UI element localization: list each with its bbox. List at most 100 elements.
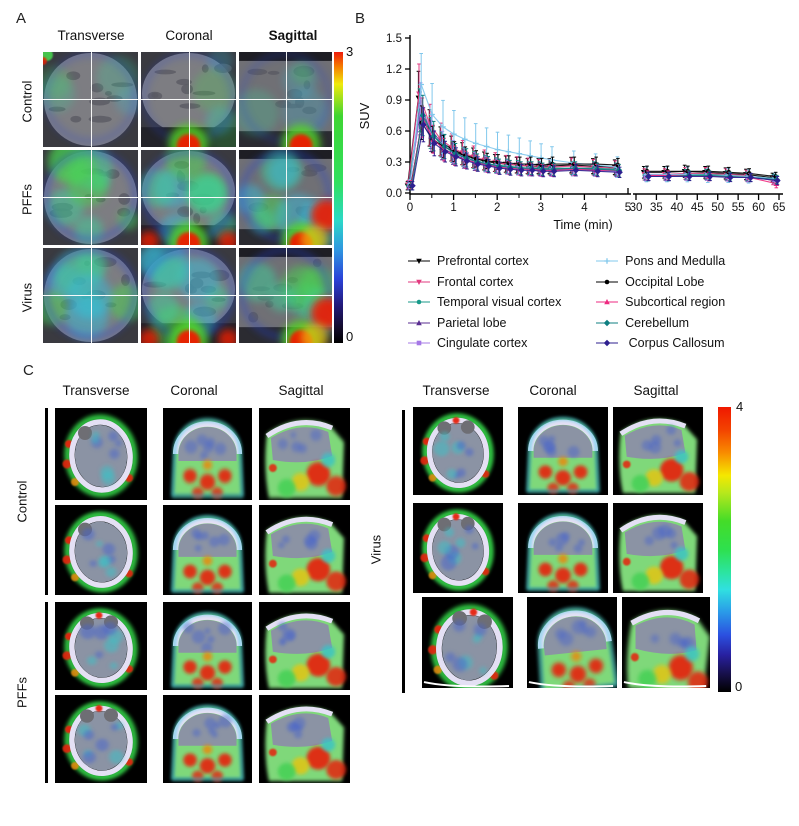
svg-text:0.9: 0.9 [386, 95, 402, 107]
pet-ct-virus1-transverse [413, 407, 503, 495]
pet-mri-pffs-sagittal [239, 150, 332, 245]
legend-item: Temporal visual cortex [407, 292, 595, 313]
pet-mri-pffs-coronal [141, 150, 236, 245]
panel-a-row-pffs: PFFs [19, 183, 35, 216]
legend-item: Parietal lobe [407, 313, 595, 334]
pffs-group-bracket [45, 602, 48, 783]
pet-ct-virus2-coronal [518, 503, 608, 593]
legend-label: Prefrontal cortex [437, 254, 529, 269]
pet-mri-pffs-transverse [43, 150, 138, 245]
legend-item: Cingulate cortex [407, 333, 595, 354]
svg-text:40: 40 [670, 202, 683, 214]
pet-ct-virus2-transverse [413, 503, 503, 593]
svg-text:1: 1 [450, 202, 456, 214]
pet-mri-virus-coronal [141, 248, 236, 343]
panel-c-colorbar-min: 0 [735, 679, 743, 694]
legend-marker-icon [408, 319, 430, 326]
panel-a-colorbar [334, 52, 343, 343]
pet-ct-pffs2-transverse [55, 695, 147, 783]
legend-label: Parietal lobe [437, 315, 507, 330]
panel-a-row-virus: Virus [19, 282, 35, 313]
legend-marker-icon [596, 299, 619, 305]
pet-ct-virus1-sagittal [613, 407, 703, 495]
legend-marker-icon [408, 340, 430, 346]
legend-item: Subcortical region [595, 292, 799, 313]
pet-ct-pffs2-sagittal [259, 695, 350, 783]
panel-c-left-header-transverse: Transverse [62, 383, 130, 398]
svg-text:4: 4 [581, 202, 588, 214]
panel-a-colorbar-min: 0 [346, 329, 354, 344]
pet-ct-control2-transverse [55, 505, 147, 595]
svg-text:Time (min): Time (min) [553, 218, 612, 232]
legend-item: Cerebellum [595, 313, 799, 334]
legend-label: Cerebellum [625, 315, 690, 330]
legend-marker-icon [596, 258, 619, 265]
legend-item: Frontal cortex [407, 272, 595, 293]
svg-text:0.3: 0.3 [386, 157, 402, 169]
panel-b-label: B [355, 10, 366, 27]
pet-ct-pffs1-sagittal [259, 602, 350, 690]
panel-c-group-pffs: PFFs [14, 676, 30, 709]
pet-ct-control2-sagittal [259, 505, 350, 595]
svg-text:1.2: 1.2 [386, 64, 402, 76]
chart-legend: Prefrontal cortex Frontal cortex Temporal … [407, 251, 799, 354]
pet-mri-control-transverse [43, 52, 138, 147]
svg-text:0: 0 [407, 202, 413, 214]
panel-a-colorbar-max: 3 [346, 44, 354, 59]
legend-marker-icon [408, 299, 430, 305]
legend-marker-icon [408, 258, 430, 265]
legend-marker-icon [596, 319, 619, 327]
svg-text:0.6: 0.6 [386, 126, 402, 138]
legend-item: Occipital Lobe [595, 272, 799, 293]
legend-label: Cingulate cortex [437, 336, 528, 351]
panel-c-right-header-coronal: Coronal [529, 383, 577, 398]
pet-ct-pffs2-coronal [163, 695, 252, 783]
svg-text:60: 60 [752, 202, 765, 214]
panel-a-header-sagittal: Sagittal [268, 28, 318, 43]
svg-text:SUV: SUV [357, 102, 372, 129]
legend-label: Pons and Medulla [625, 254, 726, 269]
svg-text:1.5: 1.5 [386, 33, 402, 45]
pet-ct-control2-coronal [163, 505, 252, 595]
svg-text:30: 30 [630, 202, 643, 214]
panel-c-colorbar [718, 407, 731, 692]
control-group-bracket [45, 408, 48, 595]
svg-text:2: 2 [494, 202, 500, 214]
legend-label: Occipital Lobe [625, 274, 705, 289]
panel-c-label: C [23, 362, 34, 379]
legend-marker-icon [596, 339, 619, 347]
panel-a-header-coronal: Coronal [165, 28, 213, 43]
pet-ct-virus2-sagittal [613, 503, 703, 593]
pet-ct-pffs1-coronal [163, 602, 252, 690]
svg-text:5: 5 [625, 202, 631, 214]
legend-item: Corpus Callosum [595, 333, 799, 354]
pet-mri-virus-transverse [43, 248, 138, 343]
pet-ct-pffs1-transverse [55, 602, 147, 690]
legend-item: Pons and Medulla [595, 251, 799, 272]
legend-label: Frontal cortex [437, 274, 514, 289]
panel-c-left-header-sagittal: Sagittal [278, 383, 324, 398]
pet-mri-control-coronal [141, 52, 236, 147]
pet-ct-virus3-transverse [422, 597, 513, 688]
svg-text:50: 50 [711, 202, 724, 214]
suv-time-activity-chart: 0.00.30.60.91.21.50 1 2 3 4 530 35 40 45 50 55 60 65… [357, 33, 786, 232]
legend-item: Prefrontal cortex [407, 251, 595, 272]
svg-text:35: 35 [650, 202, 663, 214]
panel-a-row-control: Control [19, 80, 35, 123]
panel-c-group-control: Control [14, 480, 30, 523]
svg-text:55: 55 [732, 202, 745, 214]
pet-ct-virus3-sagittal [622, 597, 710, 688]
panel-a-header-transverse: Transverse [57, 28, 125, 43]
svg-text:65: 65 [773, 202, 786, 214]
panel-a-label: A [16, 10, 27, 27]
virus-group-bracket [402, 410, 405, 693]
pet-ct-virus1-coronal [518, 407, 608, 495]
panel-c-group-virus: Virus [368, 534, 384, 565]
panel-c-right-header-sagittal: Sagittal [633, 383, 679, 398]
pet-ct-control1-transverse [55, 408, 147, 500]
pet-ct-virus3-coronal [527, 597, 617, 688]
legend-label: Corpus Callosum [625, 336, 725, 351]
pet-mri-control-sagittal [239, 52, 332, 147]
panel-c-colorbar-max: 4 [736, 399, 744, 414]
